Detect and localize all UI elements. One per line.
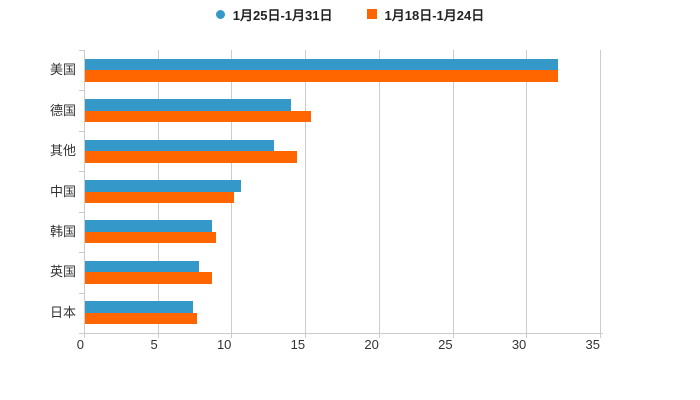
- y-axis-tick: [79, 50, 84, 51]
- bar-s1-c4[interactable]: [85, 231, 217, 244]
- x-axis-tick: [378, 333, 380, 338]
- bar-s1-c6[interactable]: [85, 312, 198, 325]
- x-axis-tick-label: 20: [364, 337, 379, 352]
- legend: 1月25日-1月31日 1月18日-1月24日: [0, 5, 700, 23]
- bar-s0-c6[interactable]: [85, 301, 193, 313]
- bar-s0-c3[interactable]: [85, 180, 242, 192]
- x-axis-tick: [231, 333, 233, 338]
- x-axis-tick: [452, 333, 454, 338]
- y-axis-tick: [79, 130, 84, 132]
- y-axis-tick: [79, 292, 84, 294]
- y-axis-label: 德国: [49, 102, 76, 118]
- y-axis-tick: [79, 90, 84, 92]
- bar-s0-c5[interactable]: [85, 260, 199, 273]
- bar-s0-c2[interactable]: [85, 139, 274, 152]
- x-axis-tick: [305, 333, 307, 338]
- x-axis-tick: [84, 333, 85, 338]
- x-axis-tick-label: 0: [76, 337, 84, 352]
- x-axis-tick-label: 5: [150, 337, 158, 352]
- x-axis-line: [84, 333, 603, 334]
- x-axis-tick: [157, 333, 159, 338]
- y-axis-tick: [79, 252, 84, 254]
- gridline: [378, 50, 380, 333]
- y-axis-label: 美国: [49, 62, 76, 78]
- gridline: [305, 50, 307, 333]
- y-axis-label: 日本: [49, 304, 76, 320]
- bar-s1-c1[interactable]: [85, 110, 311, 123]
- bar-s1-c2[interactable]: [85, 151, 298, 163]
- bar-s1-c3[interactable]: [85, 191, 234, 203]
- bar-s0-c1[interactable]: [85, 99, 292, 111]
- y-axis-tick: [79, 171, 84, 173]
- x-axis-tick: [600, 333, 601, 338]
- legend-item-week1[interactable]: 1月18日-1月24日: [366, 5, 485, 24]
- bar-s1-c5[interactable]: [85, 272, 212, 284]
- y-axis-label: 中国: [49, 183, 76, 199]
- bar-s1-c0[interactable]: [85, 70, 559, 82]
- y-axis-line: [84, 50, 85, 334]
- x-axis-tick-label: 25: [438, 337, 453, 352]
- legend-marker-square-icon: [366, 9, 377, 19]
- y-axis-tick: [79, 333, 84, 334]
- bar-s0-c4[interactable]: [85, 220, 212, 232]
- x-axis-tick-label: 30: [511, 337, 527, 352]
- y-axis-label: 韩国: [49, 223, 76, 239]
- x-axis-tick-label: 10: [216, 337, 232, 352]
- y-axis-label: 英国: [49, 264, 76, 280]
- y-axis-tick: [79, 211, 84, 213]
- x-axis-tick-label: 15: [290, 337, 306, 352]
- x-axis-tick-label: 35: [585, 337, 600, 352]
- legend-label: 1月18日-1月24日: [384, 7, 485, 23]
- legend-item-week2[interactable]: 1月25日-1月31日: [215, 5, 333, 24]
- x-axis-tick: [526, 333, 528, 338]
- bar-s0-c0[interactable]: [85, 58, 559, 71]
- legend-marker-circle-icon: [215, 9, 225, 19]
- y-axis-label: 其他: [49, 143, 76, 159]
- legend-label: 1月25日-1月31日: [232, 7, 333, 23]
- gridline: [600, 50, 601, 333]
- gridline: [526, 50, 528, 333]
- gridline: [452, 50, 454, 333]
